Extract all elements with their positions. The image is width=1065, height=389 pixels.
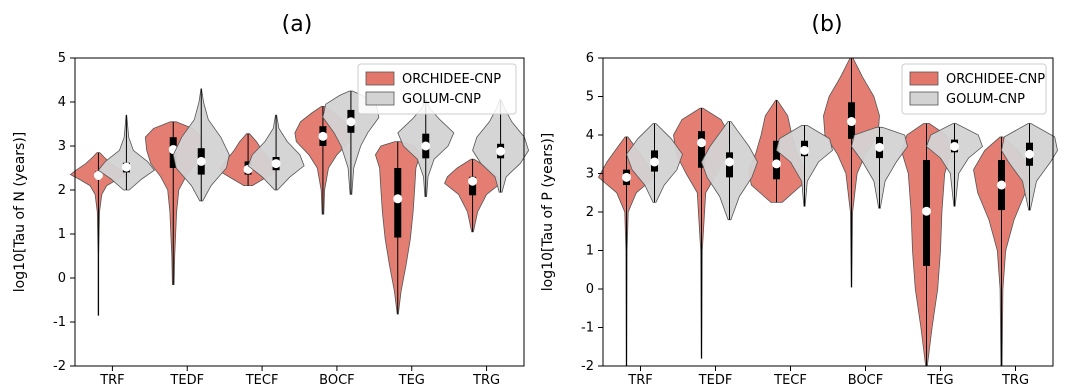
y-tick-label: -1 [581,321,594,336]
median-point-bocf [318,131,328,141]
median-point-bocf [346,117,356,127]
y-axis-label: log10[Tau of N (years)] [12,132,28,293]
median-point-tecf [772,159,781,169]
y-tick-label: 2 [586,205,594,220]
x-tick-label: TEDF [698,373,733,388]
legend-frame [357,63,517,115]
median-point-teg [393,194,403,204]
y-tick-label: 5 [58,51,66,66]
median-point-tedf [697,138,706,148]
legend-label: GOLUM-CNP [402,92,481,107]
y-tick-label: 1 [58,227,66,242]
legend-swatch [365,91,395,106]
x-tick-label: TRF [627,373,652,388]
median-point-teg [950,142,959,152]
x-tick-label: TRG [472,373,500,388]
y-tick-label: -2 [53,359,66,374]
x-tick-label: TECF [245,373,279,388]
chart-panel-a: (a) log10[Tau of N (years)] -2 -1 0 1 2 3 4 5 TRF T… [12,12,530,388]
x-tick-label: BOCF [848,373,883,388]
median-point-trg [468,176,478,186]
median-point-trf [93,170,103,180]
y-tick-label: 1 [586,244,594,259]
y-tick-label: 0 [58,271,66,286]
median-point-teg [421,141,431,151]
x-tick-label: TECF [773,373,807,388]
median-point-tecf [800,145,809,155]
median-point-trf [121,162,131,172]
x-tick-label: TRF [99,373,124,388]
legend-label: GOLUM-CNP [946,92,1025,107]
legend: ORCHIDEE-CNP GOLUM-CNP [357,63,517,115]
median-point-tecf [271,159,281,169]
x-tick-label: TEG [926,373,953,388]
y-tick-label: 4 [586,128,594,143]
y-tick-label: 5 [586,90,594,105]
median-point-trg [997,180,1006,190]
chart-panel-b: (b) log10[Tau of P (years)] -2 -1 0 1 2 3 4 5 6 TRF… [540,12,1058,388]
legend: ORCHIDEE-CNP GOLUM-CNP [901,63,1047,115]
series-golum-cnp [97,88,530,202]
y-axis-label: log10[Tau of P (years)] [540,133,556,292]
plot-frame [74,57,525,367]
x-tick-label: BOCF [319,373,354,388]
legend-swatch [365,71,395,86]
panel-title: (a) [282,12,313,37]
median-point-tedf [196,156,206,166]
median-point-trg [496,146,506,156]
median-point-bocf [875,142,884,152]
y-tick-label: 4 [58,95,66,110]
x-tick-label: TEDF [169,373,204,388]
panel-title: (b) [811,12,842,37]
y-tick-label: -2 [581,359,594,374]
legend-swatch [909,91,939,106]
legend-label: ORCHIDEE-CNP [946,72,1045,87]
y-tick-label: 3 [586,167,594,182]
y-tick-label: 0 [586,282,594,297]
x-tick-label: TEG [398,373,425,388]
median-point-tedf [725,157,734,167]
x-tick-label: TRG [1001,373,1029,388]
legend-swatch [909,71,939,86]
series-golum-cnp [626,121,1058,221]
median-point-bocf [847,117,856,127]
iqr-box-tedf [698,131,705,168]
median-point-trf [650,157,659,167]
median-point-trg [1025,149,1034,159]
y-tick-label: 3 [58,139,66,154]
y-tick-label: -1 [53,315,66,330]
y-tick-label: 6 [586,51,594,66]
iqr-box-trg [469,176,477,196]
median-point-trf [622,172,631,182]
legend-label: ORCHIDEE-CNP [402,72,501,87]
median-point-teg [922,206,931,216]
y-tick-label: 2 [58,183,66,198]
